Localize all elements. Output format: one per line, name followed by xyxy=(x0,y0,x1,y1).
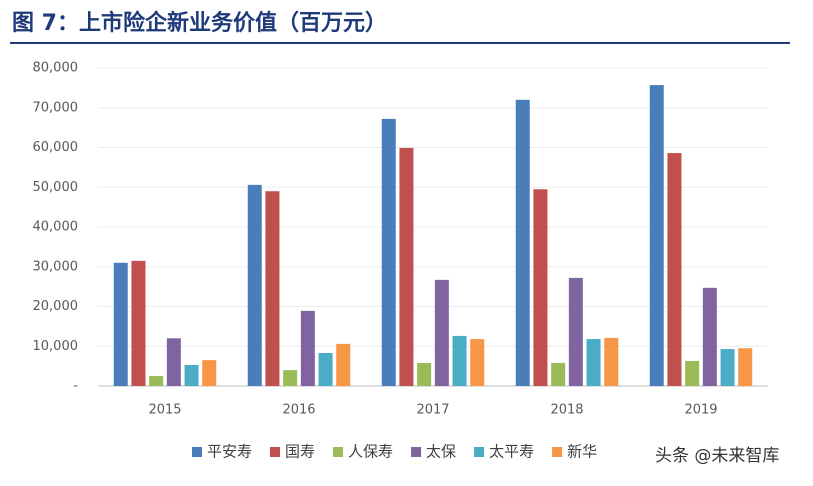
bar xyxy=(300,310,315,386)
y-tick-label: 40,000 xyxy=(33,220,79,235)
bar xyxy=(318,353,333,386)
legend-label: 太平寿 xyxy=(489,443,534,461)
legend-label: 平安寿 xyxy=(207,443,252,461)
legend-label: 太保 xyxy=(426,443,456,461)
bar xyxy=(336,343,351,386)
bar xyxy=(649,85,664,386)
y-tick-label: - xyxy=(73,379,78,394)
bar xyxy=(247,184,262,386)
watermark: 头条 @未来智库 xyxy=(655,446,779,466)
bar xyxy=(738,348,753,386)
y-tick-label: 10,000 xyxy=(33,339,79,354)
chart-title: 图 7：上市险企新业务价值（百万元） xyxy=(12,10,387,36)
bar xyxy=(399,147,414,386)
bar xyxy=(452,335,467,386)
y-tick-label: 50,000 xyxy=(33,180,79,195)
bar xyxy=(551,362,566,386)
bar xyxy=(202,360,217,386)
legend-swatch xyxy=(333,447,344,457)
bar xyxy=(533,189,548,386)
bar xyxy=(283,370,298,386)
legend-label: 人保寿 xyxy=(348,443,393,461)
bar xyxy=(586,339,601,386)
bar xyxy=(568,277,583,386)
bar xyxy=(149,376,164,386)
bar xyxy=(515,99,530,387)
bar xyxy=(166,338,181,386)
legend-label: 新华 xyxy=(567,443,597,461)
legend-label: 国寿 xyxy=(285,443,315,461)
bar xyxy=(702,287,717,386)
x-tick-label: 2015 xyxy=(148,403,181,418)
legend-swatch xyxy=(474,447,485,457)
bar xyxy=(667,153,682,386)
y-tick-label: 60,000 xyxy=(33,140,79,155)
x-tick-label: 2017 xyxy=(416,403,449,418)
y-tick-label: 20,000 xyxy=(33,299,79,314)
bar xyxy=(131,260,146,386)
x-tick-label: 2016 xyxy=(282,403,315,418)
y-tick-label: 30,000 xyxy=(33,259,79,274)
bar xyxy=(381,118,396,386)
bar xyxy=(417,362,432,386)
bar xyxy=(184,364,199,386)
bar xyxy=(434,279,449,386)
bar xyxy=(470,339,485,386)
bar xyxy=(720,349,735,386)
x-tick-label: 2019 xyxy=(684,403,717,418)
x-tick-label: 2018 xyxy=(550,403,583,418)
y-tick-label: 70,000 xyxy=(33,100,79,115)
bar xyxy=(113,262,128,386)
bar xyxy=(685,360,700,386)
legend-swatch xyxy=(552,447,563,457)
bar xyxy=(604,337,619,386)
y-tick-label: 80,000 xyxy=(33,61,79,76)
legend-swatch xyxy=(192,447,202,457)
legend-swatch xyxy=(411,447,422,457)
legend-swatch xyxy=(270,447,281,457)
bar xyxy=(265,191,280,386)
